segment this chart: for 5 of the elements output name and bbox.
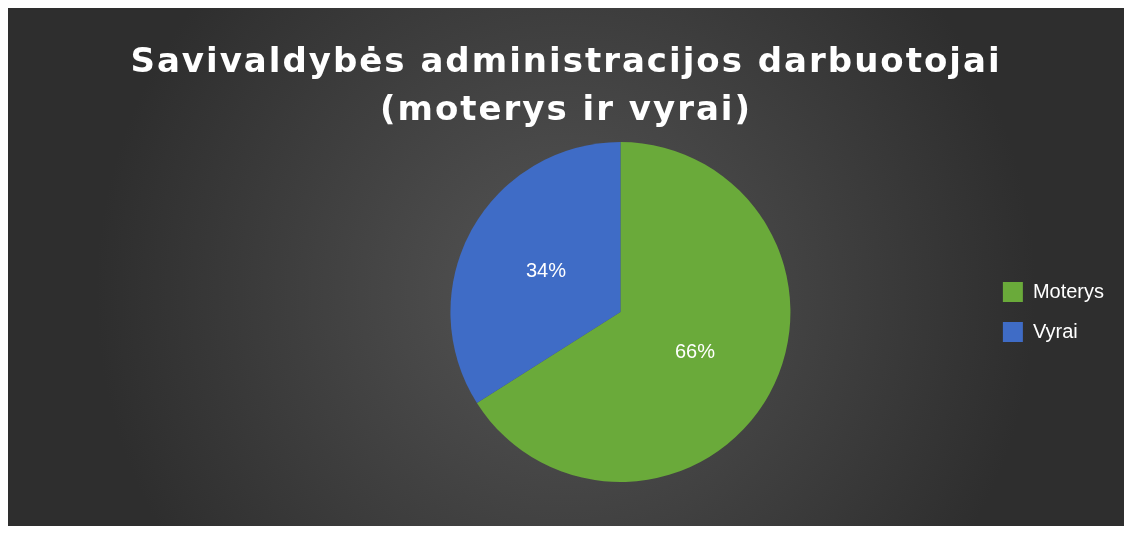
data-label: 34% <box>525 258 567 281</box>
data-label: 66% <box>674 340 716 363</box>
chart-title: Savivaldybės administracijos darbuotojai (moterys ir vyrai) <box>129 39 1003 130</box>
legend-label: Moterys <box>1032 279 1104 302</box>
legend-label: Vyrai <box>1032 319 1078 342</box>
